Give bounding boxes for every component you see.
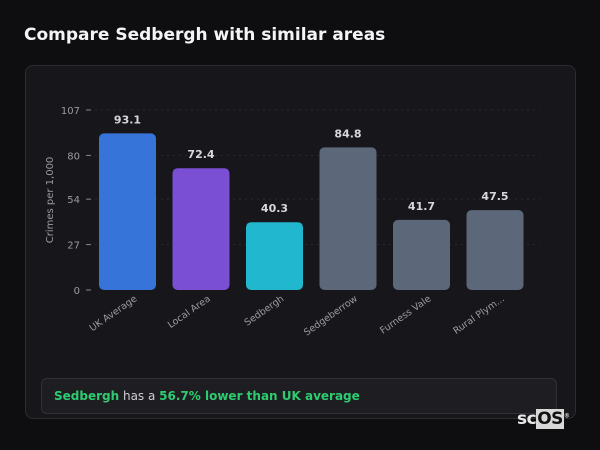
summary-highlight: 56.7% lower than UK average: [159, 389, 360, 403]
x-tick-label: Sedbergh: [243, 293, 287, 328]
x-tick-label: UK Average: [88, 293, 140, 334]
x-tick-label: Sedgeberrow: [302, 293, 360, 338]
y-tick-label: 107: [61, 106, 80, 117]
summary-place: Sedbergh: [54, 389, 120, 403]
comparison-summary: Sedbergh has a 56.7% lower than UK avera…: [41, 378, 557, 414]
y-axis-label: Crimes per 1,000: [45, 157, 56, 244]
y-tick-label: 54: [67, 195, 80, 206]
data-label: 72.4: [187, 148, 214, 161]
x-tick-label: Rural Plym...: [451, 293, 506, 336]
bar-sedbergh: [246, 222, 303, 290]
x-tick-label: Furness Vale: [378, 293, 433, 336]
summary-text: has a: [119, 389, 160, 403]
y-tick-label: 0: [74, 286, 80, 297]
bar-sedgeberrow: [319, 147, 377, 290]
y-tick-label: 27: [67, 241, 80, 252]
data-label: 84.8: [334, 127, 361, 140]
data-label: 47.5: [481, 190, 508, 203]
scos-logo: scOS®: [517, 409, 570, 429]
data-label: 41.7: [408, 200, 435, 213]
data-label: 93.1: [114, 113, 141, 126]
bar-local-area: [172, 168, 230, 290]
bar-uk-average: [99, 133, 156, 290]
bar-rural-plym-: [466, 210, 524, 290]
bar-furness-vale: [393, 219, 450, 290]
data-label: 40.3: [261, 202, 288, 215]
y-tick-label: 80: [67, 151, 80, 162]
page-title: Compare Sedbergh with similar areas: [24, 25, 386, 45]
x-tick-label: Local Area: [166, 293, 213, 330]
